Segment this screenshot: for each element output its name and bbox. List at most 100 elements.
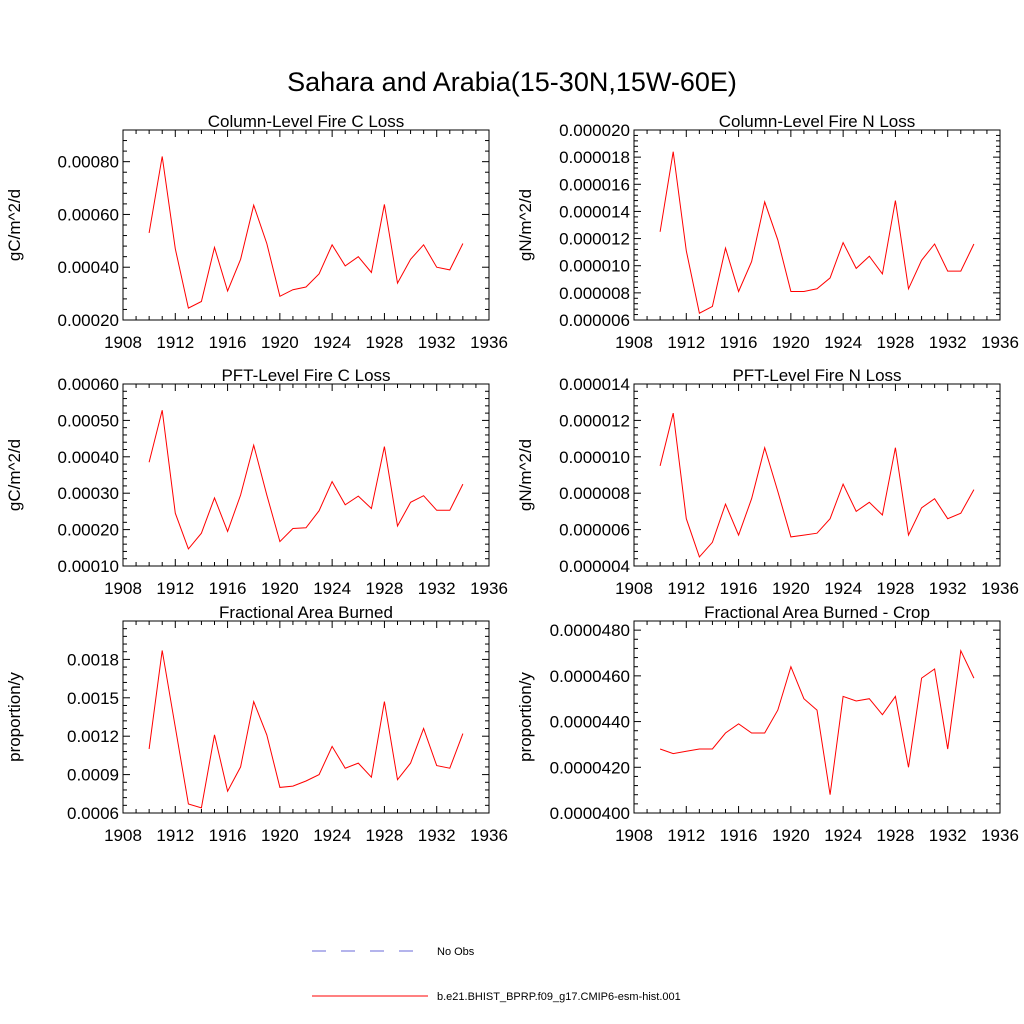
x-tick-label: 1932: [929, 333, 967, 352]
legend: No Obs b.e21.BHIST_BPRP.f09_g17.CMIP6-esm…: [312, 946, 681, 1003]
x-tick-label: 1908: [104, 333, 142, 352]
x-tick-label: 1936: [470, 579, 508, 598]
y-tick-label: 0.000014: [559, 202, 630, 221]
x-tick-label: 1916: [209, 579, 247, 598]
y-tick-label: 0.0000420: [550, 758, 630, 777]
panel-title: Fractional Area Burned - Crop: [704, 603, 930, 622]
x-tick-label: 1932: [929, 579, 967, 598]
y-tick-label: 0.0018: [67, 650, 119, 669]
series-line: [148, 650, 464, 809]
x-tick-label: 1908: [104, 826, 142, 845]
series-line: [148, 410, 464, 550]
x-tick-label: 1916: [720, 579, 758, 598]
x-tick-label: 1916: [720, 826, 758, 845]
y-tick-label: 0.00010: [58, 557, 119, 576]
x-tick-label: 1912: [156, 579, 194, 598]
y-tick-label: 0.000018: [559, 148, 630, 167]
y-tick-label: 0.0015: [67, 689, 119, 708]
y-tick-label: 0.0000480: [550, 621, 630, 640]
y-tick-label: 0.00020: [58, 311, 119, 330]
x-tick-label: 1928: [877, 333, 915, 352]
y-tick-label: 0.000016: [559, 175, 630, 194]
series-line: [659, 648, 975, 795]
y-axis-label: gC/m^2/d: [5, 439, 24, 511]
x-tick-label: 1932: [418, 826, 456, 845]
y-tick-label: 0.0012: [67, 727, 119, 746]
y-axis-label: gN/m^2/d: [516, 189, 535, 261]
series-line: [148, 156, 464, 309]
x-tick-label: 1920: [772, 579, 810, 598]
legend-label: No Obs: [437, 946, 475, 958]
x-tick-label: 1908: [104, 579, 142, 598]
y-axis-label: proportion/y: [516, 672, 535, 762]
x-tick-label: 1924: [824, 579, 862, 598]
panel-grid: Column-Level Fire C Loss gC/m^2/d 1908 1912…: [5, 112, 1019, 845]
x-tick-label: 1932: [418, 333, 456, 352]
x-tick-label: 1924: [313, 579, 351, 598]
x-tick-label: 1912: [156, 826, 194, 845]
y-axis-label: proportion/y: [5, 672, 24, 762]
x-tick-label: 1928: [366, 333, 404, 352]
x-tick-label: 1928: [366, 579, 404, 598]
x-tick-label: 1932: [418, 579, 456, 598]
series-line: [659, 412, 975, 558]
y-tick-label: 0.00040: [58, 448, 119, 467]
y-tick-label: 0.00040: [58, 258, 119, 277]
y-tick-label: 0.00050: [58, 411, 119, 430]
panel-title: PFT-Level Fire C Loss: [221, 366, 390, 385]
y-tick-label: 0.0000440: [550, 713, 630, 732]
x-tick-label: 1928: [877, 579, 915, 598]
y-tick-label: 0.00020: [58, 521, 119, 540]
y-tick-label: 0.0009: [67, 766, 119, 785]
y-tick-label: 0.0006: [67, 804, 119, 823]
panel-title: Column-Level Fire C Loss: [208, 112, 405, 131]
x-tick-label: 1936: [981, 579, 1019, 598]
y-tick-label: 0.000012: [559, 230, 630, 249]
x-tick-label: 1920: [772, 333, 810, 352]
x-tick-label: 1908: [615, 579, 653, 598]
x-tick-label: 1936: [981, 333, 1019, 352]
y-tick-label: 0.000012: [559, 411, 630, 430]
x-tick-label: 1916: [209, 333, 247, 352]
x-tick-label: 1928: [877, 826, 915, 845]
x-tick-label: 1916: [720, 333, 758, 352]
x-tick-label: 1916: [209, 826, 247, 845]
y-tick-label: 0.00060: [58, 205, 119, 224]
y-tick-label: 0.000004: [559, 557, 630, 576]
y-tick-label: 0.000020: [559, 121, 630, 140]
y-tick-label: 0.000010: [559, 257, 630, 276]
x-tick-label: 1912: [667, 333, 705, 352]
legend-label: b.e21.BHIST_BPRP.f09_g17.CMIP6-esm-hist.…: [437, 991, 681, 1003]
x-tick-label: 1920: [261, 579, 299, 598]
y-tick-label: 0.000010: [559, 448, 630, 467]
y-tick-label: 0.0000460: [550, 667, 630, 686]
chart-panel: Fractional Area Burned proportion/y 1908 19…: [5, 603, 508, 845]
x-tick-label: 1924: [313, 333, 351, 352]
x-tick-label: 1932: [929, 826, 967, 845]
x-tick-label: 1936: [470, 826, 508, 845]
panel-title: Column-Level Fire N Loss: [719, 112, 916, 131]
figure-title: Sahara and Arabia(15-30N,15W-60E): [287, 67, 737, 97]
series-line: [659, 151, 975, 314]
y-tick-label: 0.00030: [58, 484, 119, 503]
panel-title: PFT-Level Fire N Loss: [732, 366, 901, 385]
chart-panel: Column-Level Fire C Loss gC/m^2/d 1908 1912…: [5, 112, 508, 352]
x-tick-label: 1924: [824, 826, 862, 845]
chart-panel: PFT-Level Fire C Loss gC/m^2/d 1908 1912 191…: [5, 366, 508, 598]
x-tick-label: 1908: [615, 333, 653, 352]
x-tick-label: 1920: [261, 826, 299, 845]
y-tick-label: 0.000006: [559, 521, 630, 540]
y-tick-label: 0.000014: [559, 375, 630, 394]
y-tick-label: 0.00080: [58, 153, 119, 172]
x-tick-label: 1928: [366, 826, 404, 845]
chart-panel: PFT-Level Fire N Loss gN/m^2/d 1908 1912 191…: [516, 366, 1019, 598]
x-tick-label: 1920: [261, 333, 299, 352]
x-tick-label: 1912: [156, 333, 194, 352]
x-tick-label: 1912: [667, 579, 705, 598]
y-tick-label: 0.000006: [559, 311, 630, 330]
x-tick-label: 1936: [981, 826, 1019, 845]
x-tick-label: 1924: [313, 826, 351, 845]
y-tick-label: 0.000008: [559, 284, 630, 303]
x-tick-label: 1920: [772, 826, 810, 845]
